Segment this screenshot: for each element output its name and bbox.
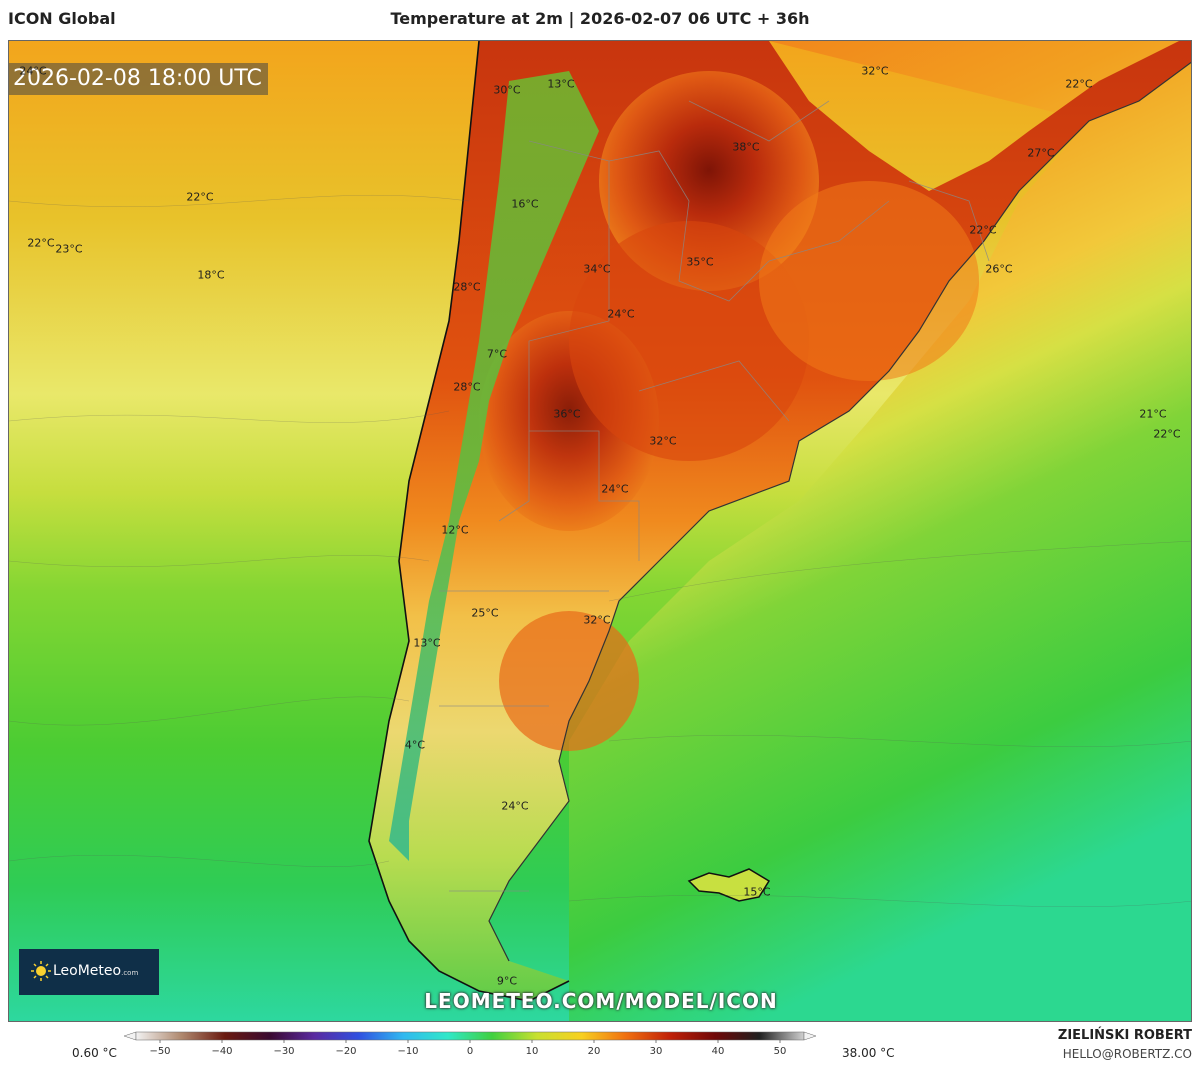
temperature-label: 38°C xyxy=(732,140,760,154)
legend-tick-label: 0 xyxy=(467,1046,473,1057)
legend-tick-label: 20 xyxy=(588,1046,601,1057)
logo-text: LeoMeteo.com xyxy=(53,963,138,979)
temperature-label: 7°C xyxy=(486,347,508,361)
temperature-label: 12°C xyxy=(441,523,469,537)
temperature-label: 35°C xyxy=(686,255,714,269)
temperature-label: 24°C xyxy=(601,482,629,496)
temperature-label: 15°C xyxy=(743,885,771,899)
legend-min-arrow xyxy=(123,1031,137,1041)
logo-name: LeoMeteo xyxy=(53,963,122,979)
website-url[interactable]: LEOMETEO.COM/MODEL/ICON xyxy=(424,989,778,1013)
temperature-label: 22°C xyxy=(186,190,214,204)
legend-tick-label: 30 xyxy=(650,1046,663,1057)
continent-land xyxy=(369,41,1191,1001)
heat-patagonia xyxy=(499,611,639,751)
temperature-label: 16°C xyxy=(511,197,539,211)
leometeo-logo: LeoMeteo.com xyxy=(19,949,159,995)
legend-tick-label: −50 xyxy=(149,1046,170,1057)
isotherm-lines xyxy=(9,195,1191,907)
color-scale-legend: −50 −40 −30 −20 −10 0 10 20 30 40 50 xyxy=(123,1031,817,1057)
coastline-atlantic xyxy=(488,61,1191,962)
valid-time-badge: 2026-02-08 18:00 UTC xyxy=(9,63,268,95)
temperature-label: 22°C xyxy=(1065,77,1093,91)
temperature-label: 26°C xyxy=(985,262,1013,276)
temperature-label: 23°C xyxy=(55,242,83,256)
temperature-label: 9°C xyxy=(496,974,518,988)
header: ICON Global Temperature at 2m | 2026-02-… xyxy=(0,0,1200,40)
logo-domain: .com xyxy=(121,969,139,977)
footer: 0.60 °C −50 −40 −30 −20 −10 0 10 20 30 40 50 38.00… xyxy=(0,1024,1200,1066)
temperature-label: 34°C xyxy=(583,262,611,276)
legend-tick-label: −40 xyxy=(211,1046,232,1057)
legend-tick-label: 40 xyxy=(712,1046,725,1057)
temperature-label: 28°C xyxy=(453,280,481,294)
legend-color-bar xyxy=(135,1031,805,1041)
sun-icon xyxy=(31,961,51,981)
temperature-label: 21°C xyxy=(1139,407,1167,421)
legend-tick-label: −10 xyxy=(397,1046,418,1057)
temperature-label: 30°C xyxy=(493,83,521,97)
temperature-label: 27°C xyxy=(1027,146,1055,160)
temperature-label: 22°C xyxy=(1153,427,1181,441)
falkland-islands xyxy=(687,868,771,902)
scale-min-value: 0.60 °C xyxy=(72,1046,117,1060)
model-name: ICON Global xyxy=(8,9,116,28)
map-canvas xyxy=(9,41,1191,1021)
legend-tick-label: −30 xyxy=(273,1046,294,1057)
andes-cool-strip xyxy=(389,71,599,861)
temperature-label: 4°C xyxy=(404,738,426,752)
temperature-label: 25°C xyxy=(471,606,499,620)
map-title: Temperature at 2m | 2026-02-07 06 UTC + … xyxy=(390,9,810,28)
temperature-label: 28°C xyxy=(453,380,481,394)
province-borders xyxy=(439,100,990,892)
temperature-label: 32°C xyxy=(583,613,611,627)
temperature-label: 36°C xyxy=(553,407,581,421)
coastline-pacific xyxy=(368,41,570,1002)
legend-tick-label: −20 xyxy=(335,1046,356,1057)
scale-max-value: 38.00 °C xyxy=(842,1046,895,1060)
temperature-map[interactable]: 2026-02-08 18:00 UTC 24°C 30°C 13°C 32°C 22°… xyxy=(8,40,1192,1022)
temperature-label: 13°C xyxy=(413,636,441,650)
temperature-label: 22°C xyxy=(27,236,55,250)
author-name: ZIELIŃSKI ROBERT xyxy=(1057,1028,1192,1043)
temperature-label: 24°C xyxy=(607,307,635,321)
uruguay-warm xyxy=(759,181,979,381)
author-email[interactable]: HELLO@ROBERTZ.CO xyxy=(1062,1047,1192,1061)
legend-tick-label: 50 xyxy=(774,1046,787,1057)
temperature-label: 13°C xyxy=(547,77,575,91)
atlantic-ocean xyxy=(569,41,1191,1021)
temperature-label: 24°C xyxy=(19,64,47,78)
legend-max-arrow xyxy=(803,1031,817,1041)
temperature-label: 24°C xyxy=(501,799,529,813)
temperature-label: 32°C xyxy=(861,64,889,78)
legend-tick-label: 10 xyxy=(526,1046,539,1057)
temperature-label: 32°C xyxy=(649,434,677,448)
temperature-label: 18°C xyxy=(197,268,225,282)
temperature-label: 22°C xyxy=(969,223,997,237)
